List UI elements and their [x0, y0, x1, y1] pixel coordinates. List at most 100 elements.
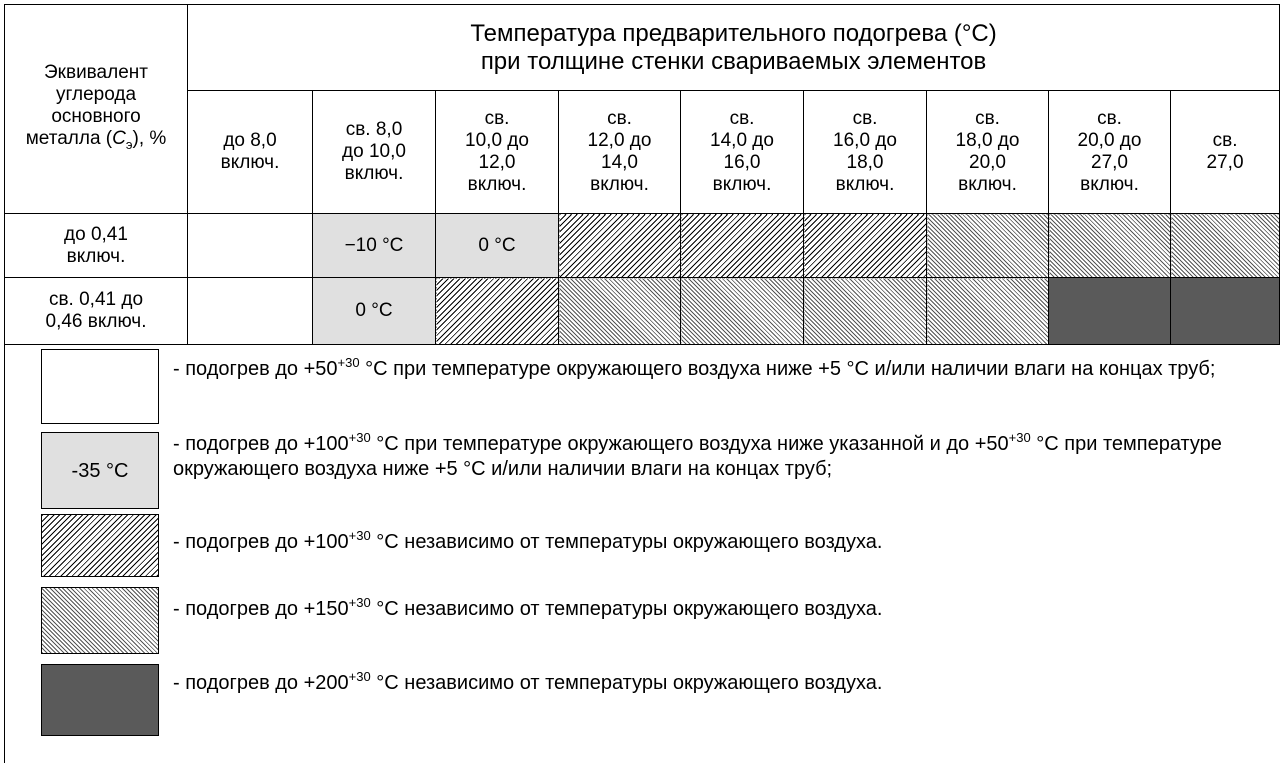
cell	[1048, 277, 1171, 345]
cell	[803, 277, 927, 345]
text-line: до 10,0	[342, 141, 406, 162]
text-line: до 8,0	[223, 130, 277, 151]
text-line: до 0,41	[64, 223, 128, 245]
column-header: до 8,0 включ.	[187, 90, 313, 214]
text-line: 16,0 до	[833, 130, 897, 151]
column-header: св. 8,0 до 10,0 включ.	[312, 90, 436, 214]
carbon-header: Эквивалент углерода основного металла (C…	[4, 4, 188, 214]
text-line: включ.	[958, 174, 1017, 195]
text-line: при толщине стенки свариваемых элементов	[480, 47, 987, 75]
text-line: 27,0	[1206, 152, 1244, 173]
text: °C при температуре окружающего воздуха н…	[173, 433, 1222, 480]
legend-row: - подогрев до +50+30 °C при температуре …	[3, 344, 1280, 763]
swatch-text: -35 °C	[71, 459, 129, 482]
preheat-table: Эквивалент углерода основного металла (C…	[3, 4, 1281, 763]
text-line: 20,0	[969, 152, 1006, 173]
cell	[1048, 213, 1171, 278]
cell: −10 °C	[312, 213, 436, 278]
text: °C независимо от температуры окружающего…	[370, 598, 883, 620]
header-row: Эквивалент углерода основного металла (C…	[4, 4, 1281, 214]
superscript: +30	[348, 430, 371, 445]
legend-text: - подогрев до +100+30 °C при температуре…	[173, 430, 1260, 482]
text-line: св.	[852, 108, 878, 129]
superscript: +30	[337, 355, 360, 370]
text-line: 16,0	[723, 152, 761, 173]
symbol: C	[112, 128, 126, 150]
legend-swatch	[41, 349, 159, 424]
legend-swatch	[41, 664, 159, 736]
cell-text: −10 °C	[344, 234, 404, 256]
text: - подогрев до +100	[173, 433, 349, 455]
cell	[1169, 277, 1281, 345]
legend-text: - подогрев до +100+30 °C независимо от т…	[173, 529, 1260, 555]
text-line: включ.	[590, 174, 649, 195]
text: °C при температуре окружающего воздуха н…	[359, 358, 1216, 380]
cell	[558, 277, 681, 345]
superscript: +30	[1008, 430, 1031, 445]
text-line: включ.	[467, 174, 527, 195]
text-line: 14,0 до	[710, 130, 774, 151]
cell	[187, 277, 313, 345]
text-line: включ.	[66, 245, 126, 267]
cell	[680, 277, 804, 345]
cell	[926, 213, 1049, 278]
row-label: св. 0,41 до 0,46 включ.	[4, 277, 188, 345]
text-line: 10,0 до	[465, 130, 529, 151]
legend-swatch	[41, 514, 159, 577]
text: - подогрев до +100	[173, 531, 349, 553]
cell-text: 0 °C	[478, 234, 516, 256]
legend-swatch: -35 °C	[41, 432, 159, 509]
text-line: св.	[484, 108, 510, 129]
column-header: св. 16,0 до 18,0 включ.	[803, 90, 927, 214]
cell	[187, 213, 313, 278]
text-line: св. 0,41 до	[48, 289, 144, 310]
text-line: св.	[975, 108, 1000, 129]
text-line: 18,0	[846, 152, 884, 173]
text: ), %	[132, 128, 167, 150]
column-header: св. 20,0 до 27,0 включ.	[1048, 90, 1171, 214]
text-line: 18,0 до	[955, 130, 1020, 151]
cell	[1169, 213, 1281, 278]
text: °C независимо от температуры окружающего…	[370, 531, 883, 553]
column-header: св. 14,0 до 16,0 включ.	[680, 90, 804, 214]
cell-text: 0 °C	[355, 300, 393, 321]
legend: - подогрев до +50+30 °C при температуре …	[3, 344, 1280, 763]
legend-text: - подогрев до +200+30 °C независимо от т…	[173, 669, 1260, 696]
text: - подогрев до +150	[173, 598, 349, 620]
data-row: св. 0,41 до 0,46 включ. 0 °C	[4, 277, 1281, 345]
text-line: св. 8,0	[345, 119, 403, 140]
text-line: Температура предварительного подогрева (…	[470, 19, 997, 47]
cell	[680, 213, 804, 278]
text-line: 0,46 включ.	[45, 311, 147, 332]
text-line: св.	[1212, 130, 1238, 151]
legend-swatch	[41, 587, 159, 654]
column-header: св. 12,0 до 14,0 включ.	[558, 90, 681, 214]
text-line: включ.	[712, 174, 772, 195]
text-line: 12,0	[478, 152, 516, 173]
cell	[803, 213, 927, 278]
legend-text: - подогрев до +150+30 °C независимо от т…	[173, 596, 1260, 622]
text-line: св.	[1097, 108, 1122, 129]
row-label: до 0,41 включ.	[4, 213, 188, 278]
title: Температура предварительного подогрева (…	[186, 4, 1281, 91]
legend-text: - подогрев до +50+30 °C при температуре …	[173, 355, 1260, 382]
text: °C независимо от температуры окружающего…	[370, 672, 883, 694]
text: - подогрев до +50	[173, 358, 338, 380]
superscript: +30	[348, 669, 371, 684]
cell	[926, 277, 1049, 345]
text-line: включ.	[220, 152, 280, 173]
text-line: включ.	[835, 174, 895, 195]
subscript: э	[125, 136, 133, 152]
text: Эквивалент углерода основного металла (	[25, 62, 148, 150]
cell	[558, 213, 681, 278]
text: °C при температуре окружающего воздуха н…	[370, 433, 1009, 455]
text-line: 12,0 до	[587, 130, 652, 151]
text-line: 20,0 до	[1077, 130, 1142, 151]
text-line: св.	[607, 108, 632, 129]
cell: 0 °C	[312, 277, 436, 345]
text-line: включ.	[1080, 174, 1139, 195]
text-line: 14,0	[601, 152, 638, 173]
text-line: 27,0	[1091, 152, 1128, 173]
column-header: св. 27,0	[1169, 90, 1281, 214]
text: - подогрев до +200	[173, 672, 349, 694]
